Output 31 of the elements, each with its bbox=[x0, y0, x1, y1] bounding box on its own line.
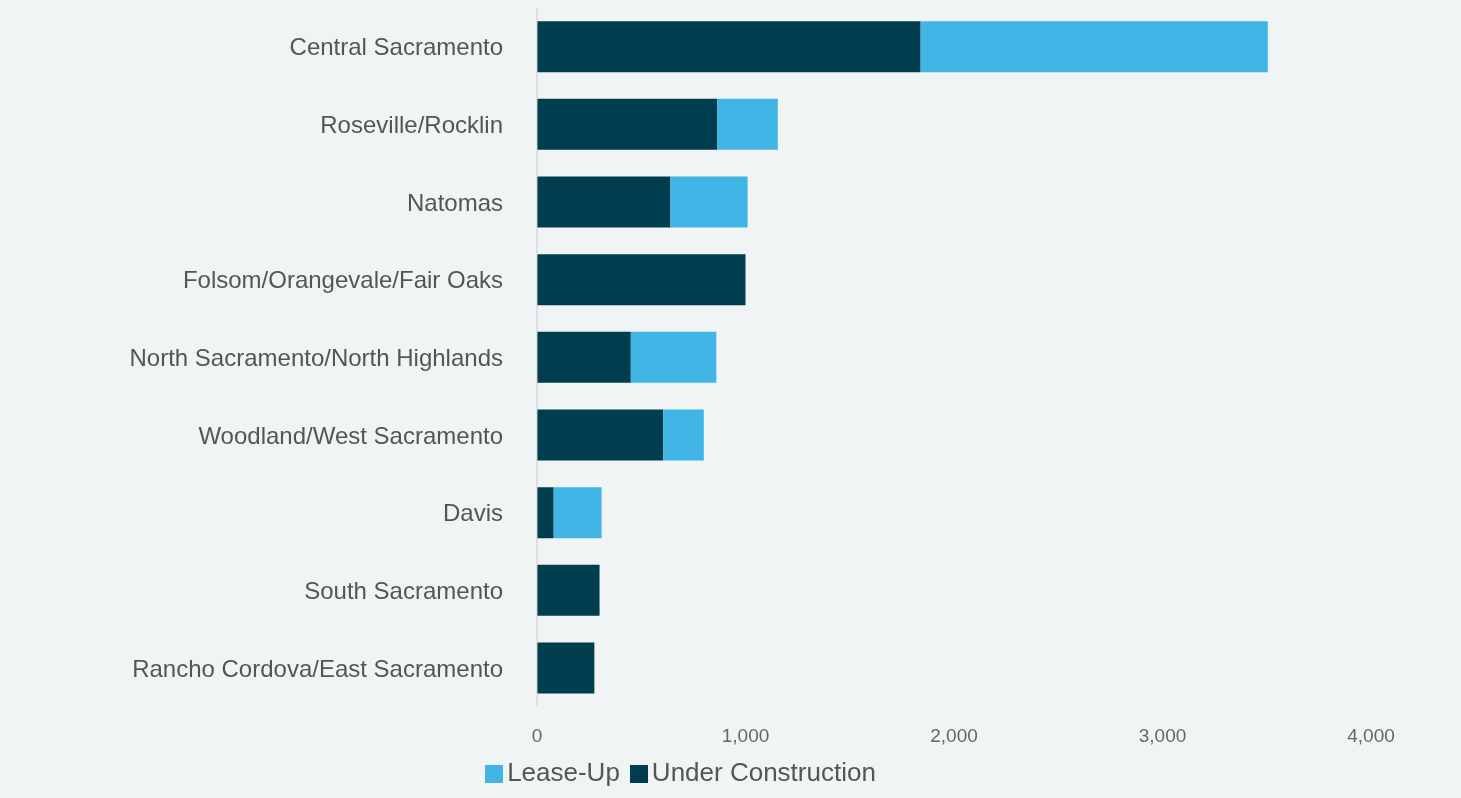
bar bbox=[670, 176, 748, 228]
y-tick-label: Natomas bbox=[406, 188, 503, 216]
bar bbox=[663, 409, 704, 461]
y-tick-label: Woodland/West Sacramento bbox=[198, 421, 503, 449]
y-tick-label: North Sacramento/North Highlands bbox=[129, 344, 503, 372]
y-tick-label: South Sacramento bbox=[304, 577, 503, 605]
bar bbox=[920, 21, 1268, 73]
y-tick-label: Roseville/Rocklin bbox=[320, 111, 503, 139]
x-tick-label: 1,000 bbox=[721, 725, 770, 747]
x-tick-label: 3,000 bbox=[1138, 725, 1187, 747]
x-tick-label: 4,000 bbox=[1347, 725, 1395, 747]
bar bbox=[537, 254, 746, 306]
legend-label: Under Construction bbox=[651, 757, 876, 787]
x-tick-label: 0 bbox=[531, 725, 543, 747]
bar bbox=[537, 564, 600, 616]
y-tick-label: Central Sacramento bbox=[289, 33, 503, 61]
bar bbox=[537, 331, 631, 383]
bar bbox=[537, 487, 554, 539]
x-tick-label: 2,000 bbox=[930, 725, 978, 747]
legend-label: Lease-Up bbox=[507, 757, 620, 787]
bar bbox=[537, 409, 664, 461]
bar bbox=[630, 331, 717, 383]
y-tick-label: Davis bbox=[442, 499, 503, 527]
bar bbox=[537, 642, 595, 694]
bar bbox=[717, 98, 778, 150]
y-tick-label: Folsom/Orangevale/Fair Oaks bbox=[182, 266, 503, 294]
bar bbox=[537, 21, 921, 73]
bar bbox=[553, 487, 602, 539]
bar bbox=[537, 98, 718, 150]
y-tick-label: Rancho Cordova/East Sacramento bbox=[132, 654, 503, 682]
bar bbox=[537, 176, 671, 228]
